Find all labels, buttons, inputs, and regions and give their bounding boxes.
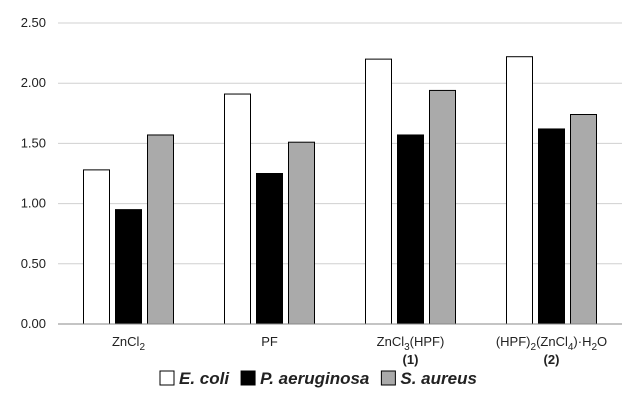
bar-e-coli: [83, 169, 110, 325]
legend-item: S. aureus: [380, 369, 477, 388]
x-category-label: (HPF)2(ZnCl4)·H2O: [496, 334, 607, 353]
x-category-label: ZnCl3(HPF): [377, 334, 445, 353]
y-tick-label: 0.50: [21, 256, 46, 271]
bar-e-coli: [224, 93, 251, 325]
y-tick-label: 2.50: [21, 15, 46, 30]
x-category-label: PF: [261, 334, 278, 349]
legend-swatch: [159, 370, 175, 386]
legend-label: E. coli: [179, 369, 230, 388]
legend-item: E. coli: [159, 369, 230, 388]
legend: E. coli P. aeruginosa S. aureus: [159, 369, 477, 388]
y-tick-label: 2.00: [21, 75, 46, 90]
y-tick-label: 1.00: [21, 196, 46, 211]
legend-label: P. aeruginosa: [260, 369, 369, 388]
legend-item: P. aeruginosa: [240, 369, 369, 388]
bars: [83, 56, 597, 325]
bar-p-aeruginosa: [397, 134, 424, 325]
legend-swatch: [240, 370, 256, 386]
bar-p-aeruginosa: [115, 209, 142, 325]
y-tick-label: 0.00: [21, 316, 46, 331]
y-tick-label: 1.50: [21, 135, 46, 150]
bar-s-aureus: [288, 141, 315, 325]
x-category-label: ZnCl2: [112, 334, 145, 353]
x-category-number: (2): [544, 352, 560, 367]
bar-s-aureus: [147, 134, 174, 325]
bar-p-aeruginosa: [538, 128, 565, 325]
legend-label: S. aureus: [400, 369, 477, 388]
x-category-number: (1): [403, 352, 419, 367]
legend-swatch: [380, 370, 396, 386]
bar-e-coli: [365, 58, 392, 325]
bar-s-aureus: [429, 89, 456, 325]
bar-e-coli: [506, 56, 533, 325]
bar-s-aureus: [570, 114, 597, 325]
bar-p-aeruginosa: [256, 173, 283, 325]
gridlines: [58, 22, 622, 265]
